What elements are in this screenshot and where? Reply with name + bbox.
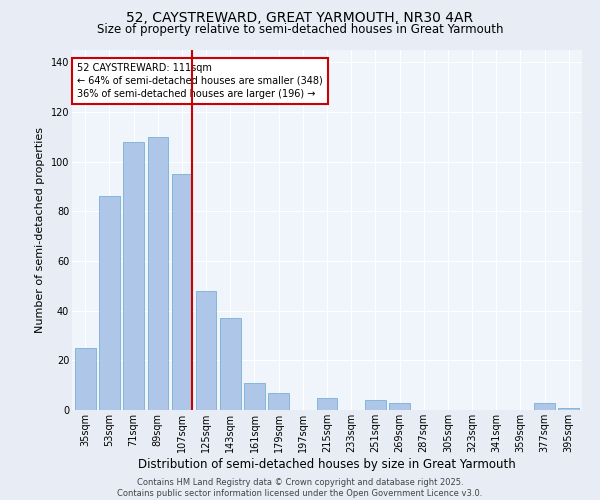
Bar bbox=[148, 137, 168, 410]
Text: 52, CAYSTREWARD, GREAT YARMOUTH, NR30 4AR: 52, CAYSTREWARD, GREAT YARMOUTH, NR30 4A… bbox=[127, 11, 473, 25]
Bar bbox=[317, 398, 337, 410]
Text: Size of property relative to semi-detached houses in Great Yarmouth: Size of property relative to semi-detach… bbox=[97, 22, 503, 36]
Bar bbox=[220, 318, 241, 410]
Bar bbox=[365, 400, 386, 410]
Bar bbox=[534, 402, 555, 410]
Bar bbox=[389, 402, 410, 410]
Bar bbox=[172, 174, 192, 410]
Y-axis label: Number of semi-detached properties: Number of semi-detached properties bbox=[35, 127, 45, 333]
Bar bbox=[268, 392, 289, 410]
Bar bbox=[75, 348, 95, 410]
X-axis label: Distribution of semi-detached houses by size in Great Yarmouth: Distribution of semi-detached houses by … bbox=[138, 458, 516, 470]
Text: Contains HM Land Registry data © Crown copyright and database right 2025.
Contai: Contains HM Land Registry data © Crown c… bbox=[118, 478, 482, 498]
Bar bbox=[559, 408, 579, 410]
Text: 52 CAYSTREWARD: 111sqm
← 64% of semi-detached houses are smaller (348)
36% of se: 52 CAYSTREWARD: 111sqm ← 64% of semi-det… bbox=[77, 62, 323, 99]
Bar bbox=[196, 291, 217, 410]
Bar bbox=[124, 142, 144, 410]
Bar bbox=[244, 382, 265, 410]
Bar bbox=[99, 196, 120, 410]
